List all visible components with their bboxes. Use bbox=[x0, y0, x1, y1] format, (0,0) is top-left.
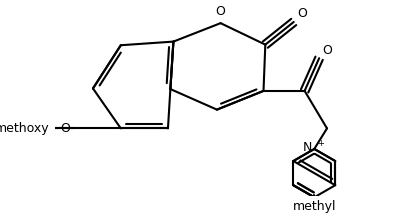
Text: O: O bbox=[297, 7, 307, 21]
Text: +: + bbox=[317, 139, 324, 148]
Text: methyl: methyl bbox=[293, 200, 336, 213]
Text: O: O bbox=[322, 44, 332, 57]
Text: N: N bbox=[303, 141, 312, 154]
Text: O: O bbox=[216, 5, 226, 18]
Text: methoxy: methoxy bbox=[0, 122, 49, 135]
Text: O: O bbox=[61, 122, 71, 135]
